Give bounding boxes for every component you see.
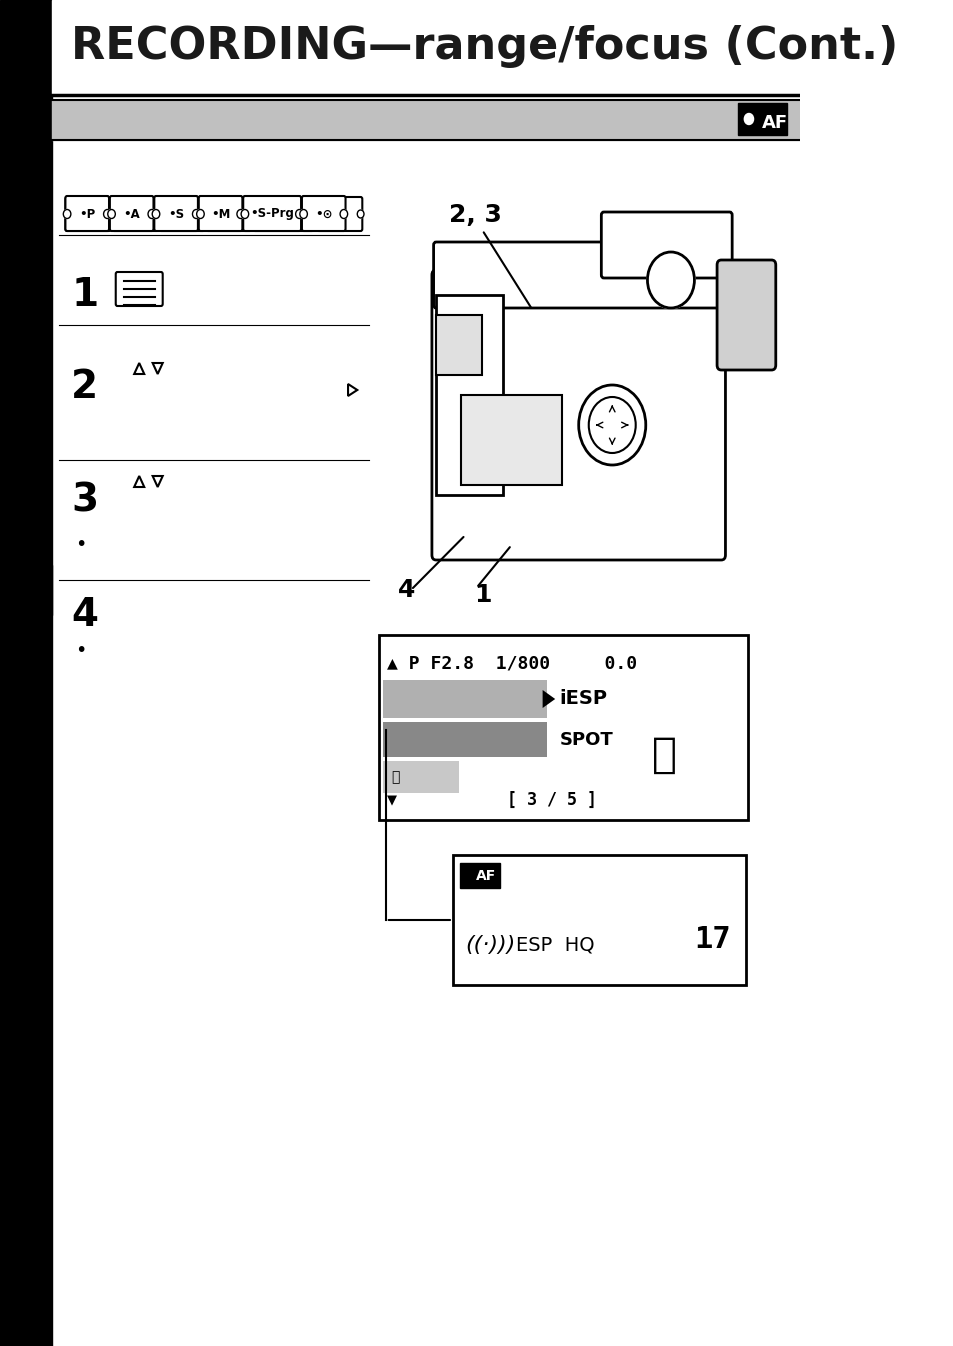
Circle shape	[63, 210, 71, 218]
Text: 2: 2	[71, 367, 98, 406]
Text: •S: •S	[173, 207, 191, 221]
Polygon shape	[542, 690, 555, 708]
Text: 2, 3: 2, 3	[448, 203, 501, 227]
Circle shape	[246, 210, 253, 218]
Circle shape	[309, 210, 315, 218]
Text: ESP  HQ: ESP HQ	[516, 935, 594, 954]
Bar	[453, 855, 745, 985]
Text: ▼           [ 3 / 5 ]: ▼ [ 3 / 5 ]	[387, 791, 597, 809]
Circle shape	[295, 210, 303, 218]
FancyBboxPatch shape	[159, 197, 205, 232]
Circle shape	[205, 210, 212, 218]
Text: 🐕: 🐕	[651, 734, 676, 777]
Text: RECORDING—range/focus (Cont.): RECORDING—range/focus (Cont.)	[71, 26, 898, 69]
Circle shape	[199, 210, 206, 218]
Circle shape	[106, 210, 112, 218]
FancyBboxPatch shape	[434, 242, 723, 308]
Circle shape	[148, 210, 155, 218]
Text: AF: AF	[476, 870, 497, 883]
FancyBboxPatch shape	[66, 197, 111, 232]
Bar	[459, 863, 499, 888]
Circle shape	[108, 210, 115, 218]
FancyBboxPatch shape	[198, 197, 242, 232]
Circle shape	[647, 252, 694, 308]
Text: 1: 1	[71, 276, 98, 314]
Circle shape	[588, 397, 635, 454]
Text: 4: 4	[71, 596, 98, 634]
Bar	[738, 104, 786, 135]
Bar	[461, 394, 561, 485]
FancyBboxPatch shape	[112, 197, 157, 232]
Text: •⊙: •⊙	[314, 207, 333, 221]
Circle shape	[339, 210, 347, 218]
Circle shape	[315, 210, 322, 218]
Text: •⊙: •⊙	[330, 207, 349, 221]
Text: •P: •P	[79, 207, 96, 221]
Circle shape	[357, 210, 364, 218]
Bar	[383, 721, 546, 756]
FancyBboxPatch shape	[301, 197, 345, 232]
Circle shape	[464, 871, 472, 880]
Text: •S-Prg: •S-Prg	[260, 207, 306, 221]
FancyBboxPatch shape	[316, 197, 362, 232]
FancyBboxPatch shape	[115, 272, 163, 306]
FancyBboxPatch shape	[110, 197, 153, 232]
Circle shape	[241, 210, 249, 218]
FancyBboxPatch shape	[600, 213, 731, 279]
Text: AF: AF	[761, 114, 788, 132]
Text: 3: 3	[71, 481, 98, 520]
Text: 4: 4	[398, 577, 416, 602]
Bar	[626, 674, 743, 800]
Text: •: •	[75, 536, 87, 555]
Circle shape	[578, 385, 645, 464]
FancyBboxPatch shape	[253, 197, 314, 232]
Text: ((·))): ((·)))	[465, 935, 516, 956]
Circle shape	[111, 210, 117, 218]
Text: SPOT: SPOT	[558, 731, 613, 748]
Text: 🎤: 🎤	[392, 770, 399, 783]
Circle shape	[236, 210, 244, 218]
FancyBboxPatch shape	[206, 197, 252, 232]
FancyBboxPatch shape	[432, 271, 724, 560]
Circle shape	[157, 210, 164, 218]
Bar	[52, 100, 800, 140]
Text: •A: •A	[126, 207, 144, 221]
Bar	[740, 106, 783, 132]
Text: iESP: iESP	[558, 689, 607, 708]
Bar	[436, 295, 502, 495]
Circle shape	[152, 210, 159, 218]
Bar	[383, 680, 546, 717]
Circle shape	[743, 113, 753, 124]
Text: •P: •P	[79, 207, 95, 221]
Text: •: •	[75, 641, 87, 660]
Circle shape	[193, 210, 200, 218]
Circle shape	[252, 210, 258, 218]
Circle shape	[64, 210, 71, 218]
FancyBboxPatch shape	[154, 197, 197, 232]
Text: •A: •A	[123, 207, 140, 221]
Text: 1: 1	[474, 583, 491, 607]
Bar	[0, 0, 52, 1346]
Circle shape	[104, 210, 111, 218]
FancyBboxPatch shape	[717, 260, 775, 370]
Circle shape	[152, 210, 159, 218]
Text: •M: •M	[211, 207, 230, 221]
Bar	[436, 315, 481, 376]
Text: •M: •M	[218, 207, 239, 221]
Bar	[52, 0, 800, 96]
Circle shape	[299, 210, 307, 218]
Bar	[378, 635, 747, 820]
Text: •S-Prg: •S-Prg	[250, 207, 294, 221]
Text: ▲ P F2.8  1/800     0.0: ▲ P F2.8 1/800 0.0	[387, 654, 637, 672]
Text: •S: •S	[168, 207, 184, 221]
Bar	[383, 760, 458, 793]
FancyBboxPatch shape	[66, 197, 109, 232]
FancyBboxPatch shape	[243, 197, 301, 232]
Circle shape	[196, 210, 204, 218]
Text: 17: 17	[694, 926, 731, 954]
Bar	[0, 565, 52, 615]
